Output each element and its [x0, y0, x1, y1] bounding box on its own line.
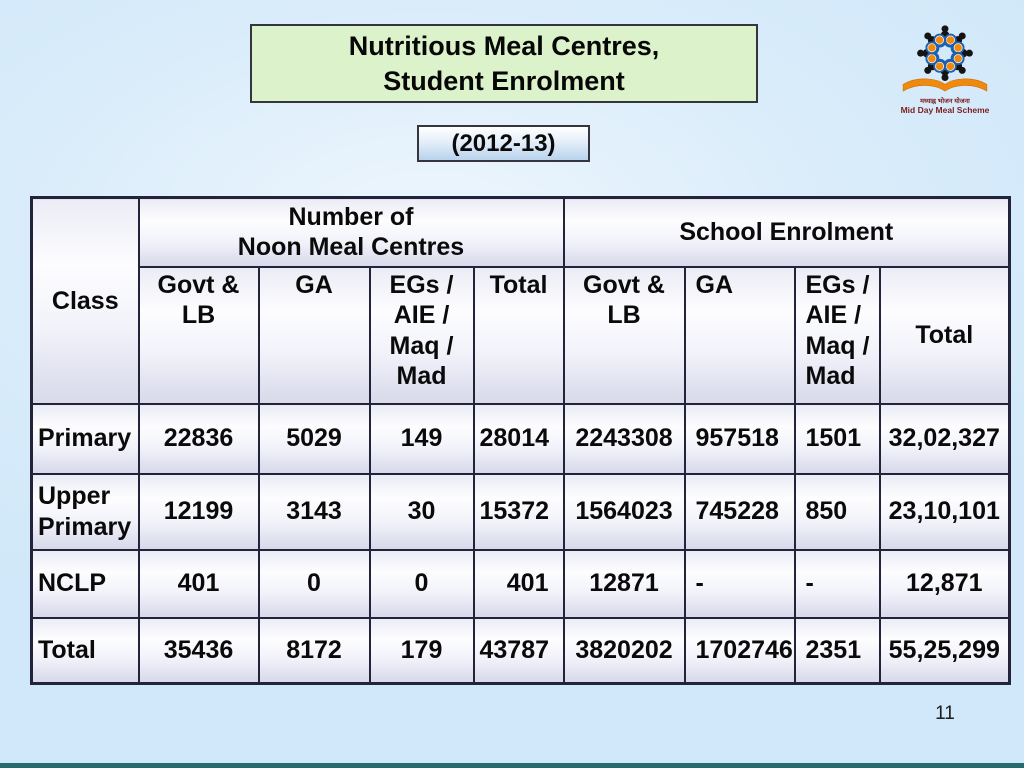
- row-label: Total: [30, 616, 140, 685]
- cell-se-govt-lb: 3820202: [562, 616, 686, 685]
- cell-se-total: 12,871: [878, 548, 1011, 619]
- cell-nmc-egs: 149: [368, 402, 475, 475]
- cell-se-govt-lb: 1564023: [562, 472, 686, 551]
- group-header-noon-meal-centres: Number of Noon Meal Centres: [137, 196, 565, 268]
- row-label: Upper Primary: [30, 472, 140, 551]
- cell-se-ga: 1702746: [683, 616, 796, 685]
- year-badge: (2012-13): [417, 125, 590, 162]
- cell-se-total: 32,02,327: [878, 402, 1011, 475]
- cell-nmc-ga: 3143: [257, 472, 371, 551]
- table-row-primary: Primary 22836 5029 149 28014 2243308 957…: [30, 402, 1011, 475]
- cell-nmc-ga: 0: [257, 548, 371, 619]
- col-header-se-ga: GA: [683, 265, 796, 405]
- cell-nmc-govt-lb: 22836: [137, 402, 260, 475]
- book-icon: [902, 78, 988, 92]
- row-label: Primary: [30, 402, 140, 475]
- logo-english-text: Mid Day Meal Scheme: [900, 104, 990, 115]
- mid-day-meal-logo: मध्याह्न भोजन योजना Mid Day Meal Scheme: [893, 22, 997, 115]
- enrolment-table: Class Number of Noon Meal Centres School…: [30, 196, 1012, 685]
- row-label: NCLP: [30, 548, 140, 619]
- col-header-class: Class: [30, 196, 140, 405]
- cell-se-egs: 1501: [793, 402, 881, 475]
- cell-nmc-total: 401: [472, 548, 565, 619]
- cell-se-ga: 957518: [683, 402, 796, 475]
- cell-se-ga: 745228: [683, 472, 796, 551]
- cell-se-total: 23,10,101: [878, 472, 1011, 551]
- table-row-total: Total 35436 8172 179 43787 3820202 17027…: [30, 616, 1011, 685]
- slide-title: Nutritious Meal Centres, Student Enrolme…: [348, 31, 660, 96]
- col-header-nmc-govt-lb: Govt & LB: [137, 265, 260, 405]
- year-text: (2012-13): [451, 129, 556, 157]
- cell-nmc-egs: 179: [368, 616, 475, 685]
- page-number: 11: [935, 703, 955, 724]
- col-header-se-egs-aie-maq-mad: EGs / AIE / Maq / Mad: [793, 265, 881, 405]
- cell-nmc-govt-lb: 12199: [137, 472, 260, 551]
- cell-nmc-egs: 0: [368, 548, 475, 619]
- bottom-bar: [0, 763, 1024, 768]
- cell-nmc-govt-lb: 35436: [137, 616, 260, 685]
- cell-se-govt-lb: 12871: [562, 548, 686, 619]
- cell-se-govt-lb: 2243308: [562, 402, 686, 475]
- cell-nmc-total: 15372: [472, 472, 565, 551]
- col-header-nmc-total: Total: [472, 265, 565, 405]
- title-box: Nutritious Meal Centres, Student Enrolme…: [250, 24, 758, 103]
- group-header-school-enrolment: School Enrolment: [562, 196, 1011, 268]
- col-header-se-total: Total: [878, 265, 1011, 405]
- cell-se-egs: 2351: [793, 616, 881, 685]
- cell-se-egs: 850: [793, 472, 881, 551]
- col-header-nmc-ga: GA: [257, 265, 371, 405]
- cell-nmc-total: 43787: [472, 616, 565, 685]
- col-header-se-govt-lb: Govt & LB: [562, 265, 686, 405]
- cell-nmc-egs: 30: [368, 472, 475, 551]
- cell-se-ga: -: [683, 548, 796, 619]
- logo-hindi-text: मध्याह्न भोजन योजना: [920, 98, 970, 105]
- col-header-nmc-egs-aie-maq-mad: EGs / AIE / Maq / Mad: [368, 265, 475, 405]
- cell-nmc-govt-lb: 401: [137, 548, 260, 619]
- group-header-row: Class Number of Noon Meal Centres School…: [30, 196, 1011, 405]
- sub-header-row: Govt & LB GA EGs / AIE / Maq / Mad Total…: [32, 265, 1011, 405]
- mdm-ring-book-icon: [902, 25, 988, 92]
- cell-nmc-total: 28014: [472, 402, 565, 475]
- cell-nmc-ga: 8172: [257, 616, 371, 685]
- cell-nmc-ga: 5029: [257, 402, 371, 475]
- table-row-upper-primary: Upper Primary 12199 3143 30 15372 156402…: [30, 472, 1011, 551]
- cell-se-total: 55,25,299: [878, 616, 1011, 685]
- cell-se-egs: -: [793, 548, 881, 619]
- table-row-nclp: NCLP 401 0 0 401 12871 - - 12,871: [30, 548, 1011, 619]
